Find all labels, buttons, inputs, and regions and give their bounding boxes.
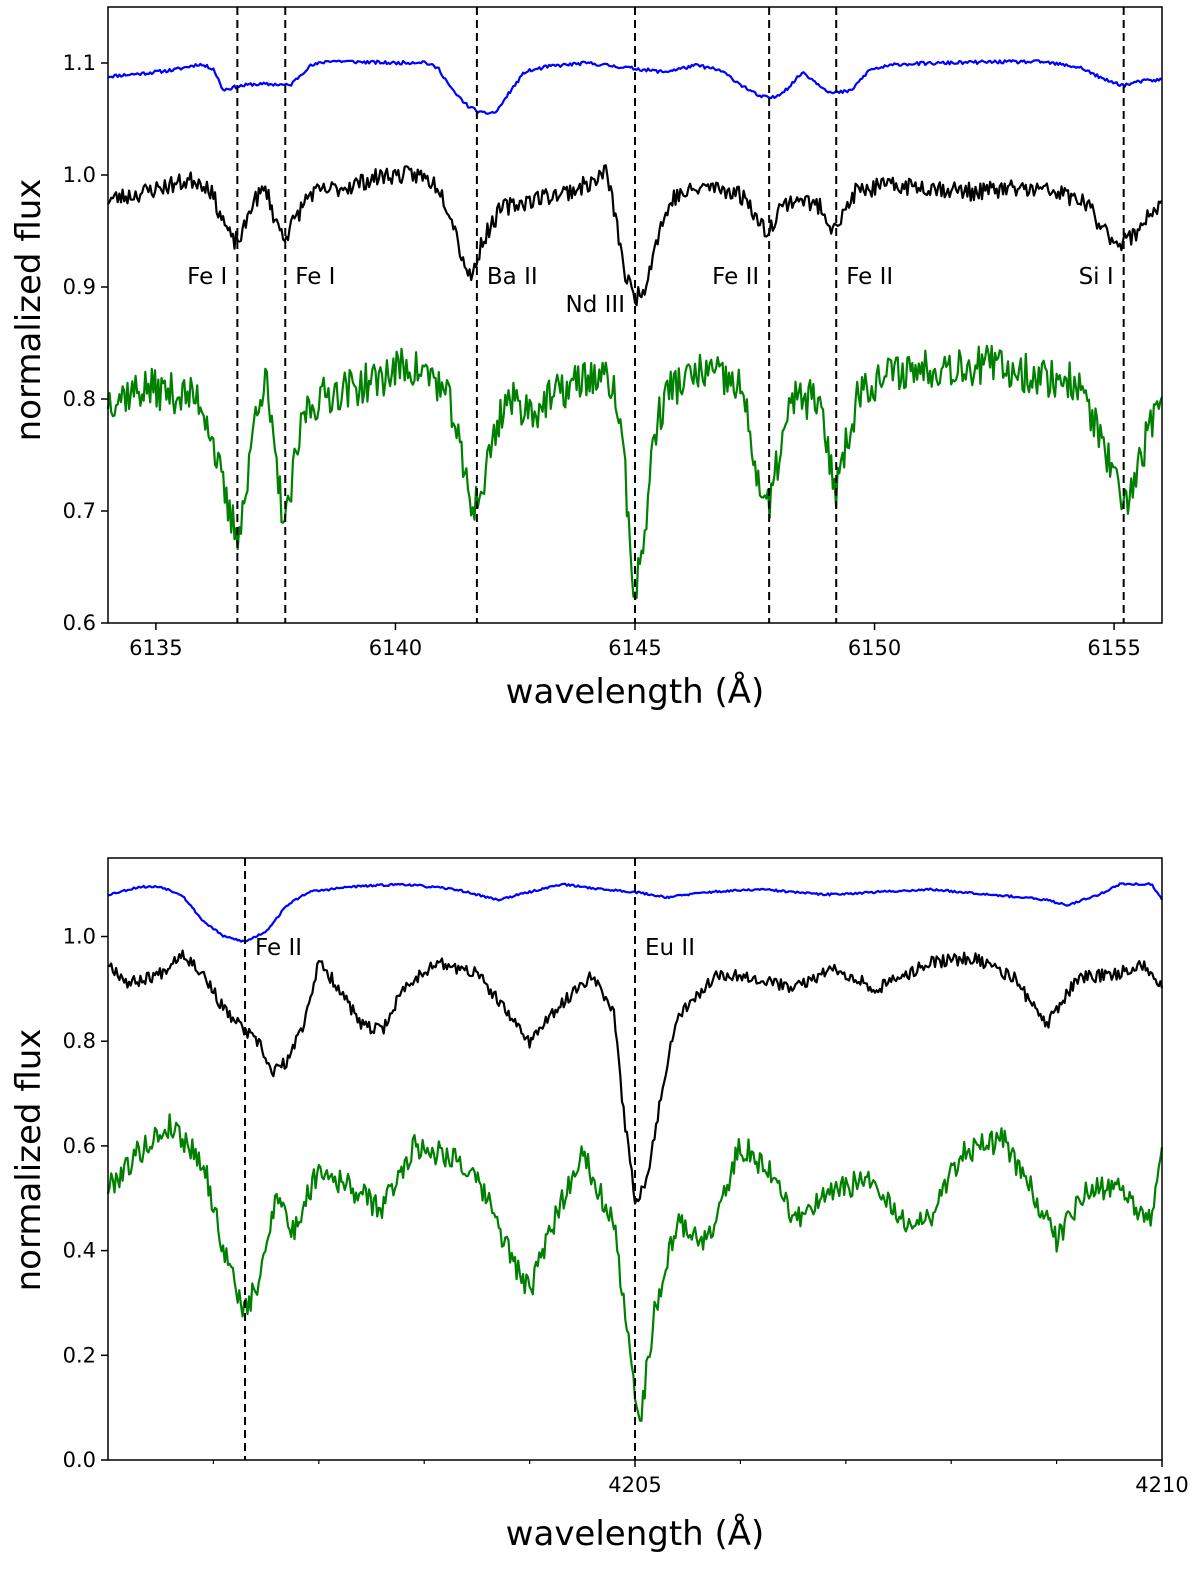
line-label-5: Fe II	[846, 264, 893, 290]
y-tick-label-2: 0.4	[63, 1239, 96, 1263]
x-tick-label-0: 6135	[129, 636, 182, 660]
y-tick-label-4: 0.8	[63, 1029, 96, 1053]
y-tick-label-5: 1.0	[63, 925, 96, 949]
x-tick-label-4: 6155	[1087, 636, 1140, 660]
line-label-3: Nd III	[566, 292, 625, 318]
bottom-spectrum-panel: Fe II Eu II 0.0 0.2 0.4 0.6 0.8 1.0 4205 4210 wave…	[9, 857, 1189, 1554]
y-tick-label-1: 0.2	[63, 1343, 96, 1367]
y-tick-label-4: 1.0	[63, 163, 96, 187]
line-label-0: Fe II	[255, 935, 302, 961]
y-tick-label-0: 0.6	[63, 611, 96, 635]
y-tick-label-2: 0.8	[63, 387, 96, 411]
x-axis-label: wavelength (Å)	[506, 671, 765, 712]
y-axis-label: normalized flux	[9, 1029, 49, 1292]
y-tick-label-3: 0.9	[63, 275, 96, 299]
line-label-1: Eu II	[645, 935, 695, 961]
line-label-6: Si I	[1079, 264, 1114, 290]
x-tick-label-1: 4210	[1135, 1473, 1188, 1497]
x-tick-label-3: 6150	[848, 636, 901, 660]
y-tick-label-5: 1.1	[63, 51, 96, 75]
line-label-1: Fe I	[295, 264, 335, 290]
x-axis-label: wavelength (Å)	[506, 1513, 765, 1554]
x-tick-label-1: 6140	[369, 636, 422, 660]
y-tick-label-1: 0.7	[63, 499, 96, 523]
top-spectrum-panel: Fe I Fe I Ba II Nd III Fe II Fe II Si I 0.6 0.7 0…	[9, 6, 1164, 712]
y-tick-label-3: 0.6	[63, 1134, 96, 1158]
spectrum-series-0	[107, 59, 1163, 115]
y-tick-label-0: 0.0	[63, 1448, 96, 1472]
line-label-2: Ba II	[487, 264, 538, 290]
line-label-0: Fe I	[187, 264, 227, 290]
x-tick-label-2: 6145	[608, 636, 661, 660]
spectrum-series-2	[106, 1113, 1164, 1422]
spectrum-series-1	[107, 164, 1163, 307]
y-axis-label: normalized flux	[9, 179, 49, 442]
x-tick-label-0: 4205	[608, 1473, 661, 1497]
line-label-4: Fe II	[712, 264, 759, 290]
